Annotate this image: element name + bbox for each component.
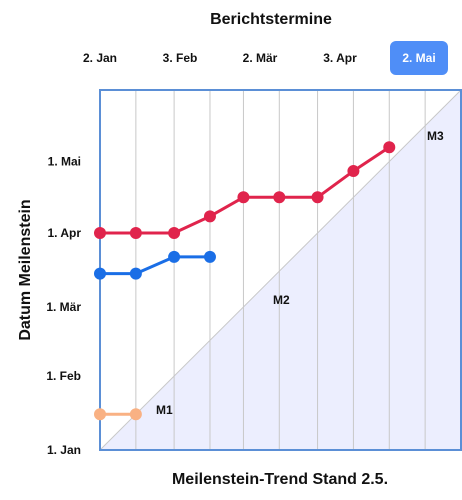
report-date-label: 2. Mai (402, 51, 435, 65)
data-point (94, 408, 106, 421)
data-point (203, 210, 216, 223)
data-point (237, 191, 250, 204)
y-axis-ticks: 1. Jan 1. Feb 1. Mär 1. Apr 1. Mai (46, 155, 81, 457)
data-point (94, 227, 106, 240)
report-date-button[interactable]: 3. Apr (323, 51, 357, 65)
report-date-label: 3. Apr (323, 51, 357, 65)
series-m3: M3 (94, 129, 444, 240)
data-point (94, 267, 106, 280)
data-point (129, 267, 142, 280)
series-m2: M2 (94, 250, 290, 307)
series-m1: M1 (94, 403, 173, 421)
report-date-label: 2. Jan (83, 51, 117, 65)
data-point (347, 165, 360, 178)
report-date-label: 2. Mär (243, 51, 278, 65)
report-date-button[interactable]: 2. Jan (83, 51, 117, 65)
data-point (203, 250, 216, 263)
selected-button-bg (390, 41, 448, 75)
y-axis-label: Datum Meilenstein (17, 199, 34, 340)
report-date-label: 3. Feb (163, 51, 198, 65)
data-point (311, 191, 324, 204)
report-date-button[interactable]: 2. Mai (390, 41, 448, 75)
x-axis-label: Meilenstein-Trend Stand 2.5. (172, 471, 388, 488)
data-point (383, 141, 396, 154)
series-group: M1 M2 M3 (94, 129, 444, 421)
y-tick-label: 1. Jan (47, 443, 81, 457)
y-tick-label: 1. Mai (48, 155, 81, 169)
data-point (168, 250, 181, 263)
series-label: M3 (427, 129, 444, 143)
y-tick-label: 1. Feb (46, 369, 81, 383)
data-point (273, 191, 286, 204)
series-label: M1 (156, 403, 173, 417)
data-point (129, 227, 142, 240)
y-tick-label: 1. Apr (47, 226, 81, 240)
series-line (100, 255, 210, 276)
chart-title: Berichtstermine (210, 11, 332, 28)
report-date-buttons: 2. Jan 3. Feb 2. Mär 3. Apr 2. Mai (83, 41, 448, 75)
y-tick-label: 1. Mär (46, 300, 81, 314)
series-label: M2 (273, 293, 290, 307)
report-date-button[interactable]: 2. Mär (243, 51, 278, 65)
data-point (129, 408, 142, 421)
data-point (168, 227, 181, 240)
report-date-button[interactable]: 3. Feb (163, 51, 198, 65)
diagonal-line (99, 89, 462, 451)
